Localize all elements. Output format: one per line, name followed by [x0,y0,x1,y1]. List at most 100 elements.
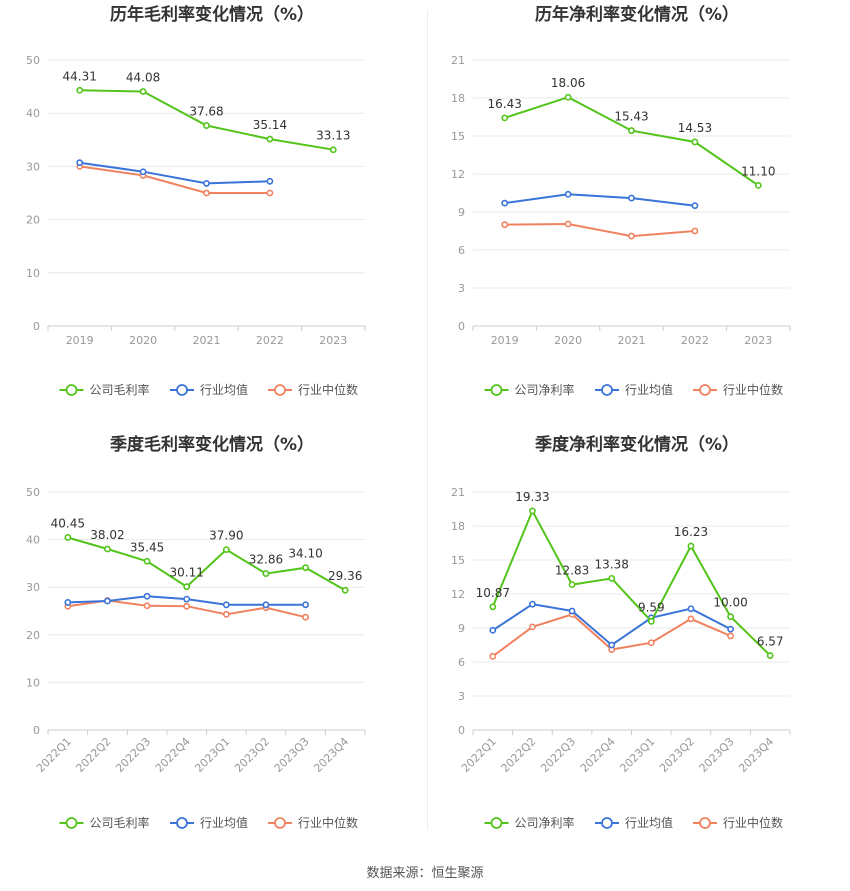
y-tick-label: 21 [451,486,465,499]
data-point-avg [203,180,210,187]
y-tick-label: 21 [451,54,465,67]
data-point-company [608,574,616,582]
legend-marker [699,817,711,829]
y-tick-label: 10 [26,676,40,689]
legend-label: 行业中位数 [723,382,783,397]
y-tick-label: 20 [26,214,40,227]
x-tick-label: 2022 [681,334,709,347]
legend-item-avg: 行业均值 [595,382,673,397]
data-point-avg [564,190,572,198]
data-label: 6.57 [757,635,784,649]
data-label: 16.23 [674,525,708,539]
y-tick-label: 15 [451,554,465,567]
chart-title: 历年净利率变化情况（%） [535,4,739,25]
data-point-avg [183,595,191,603]
y-tick-label: 10 [26,267,40,280]
x-tick-label: 2019 [491,334,519,347]
data-label: 9.59 [638,600,665,614]
series-line-company [67,536,346,592]
legend-item-company: 公司毛利率 [59,815,150,830]
y-tick-label: 6 [458,656,465,669]
y-tick-label: 12 [451,588,465,601]
data-point-company [564,93,572,101]
y-tick-label: 12 [451,168,465,181]
y-tick-label: 40 [26,107,40,120]
data-label: 30.11 [170,566,204,580]
data-label: 35.14 [253,118,287,132]
series-line-avg [79,161,270,185]
data-label: 18.06 [551,76,585,90]
data-label: 38.02 [90,528,124,542]
y-tick-label: 9 [458,206,465,219]
y-tick-label: 40 [26,534,40,547]
data-point-avg [727,625,734,633]
data-label: 12.83 [555,564,589,578]
data-point-company [222,546,230,553]
series-line-median [504,222,695,238]
data-point-company [139,88,147,95]
data-point-company [766,652,774,659]
x-tick-label: 2023 [319,334,347,347]
data-point-median [302,613,309,621]
y-tick-label: 18 [451,520,465,533]
data-point-company [183,583,191,591]
data-point-median [501,221,509,229]
legend-marker [274,817,286,829]
legend-marker [601,817,613,829]
data-label: 15.43 [614,110,648,124]
data-label: 34.10 [288,547,322,561]
legend-label: 公司毛利率 [90,382,150,397]
y-tick-label: 0 [33,724,40,737]
x-tick-label: 2022Q3 [113,735,153,775]
data-point-avg [139,168,147,176]
legend-item-median: 行业中位数 [268,382,358,397]
x-tick-label: 2021 [618,334,646,347]
series-line-company [491,508,771,657]
y-tick-label: 15 [451,130,465,143]
data-point-company [266,135,274,143]
data-point-median [687,615,695,623]
data-label: 11.10 [741,164,775,178]
legend-label: 公司毛利率 [90,815,150,830]
legend-label: 公司净利率 [515,815,575,830]
y-tick-label: 6 [458,244,465,257]
x-tick-label: 2020 [129,334,157,347]
legend-label: 行业中位数 [298,382,358,397]
annual-net-margin-chart: 历年净利率变化情况（%） 0 3 6 9 12 15 18 21 2019 2020 2021 2022… [425,0,850,410]
data-point-median [727,632,734,640]
quarterly-gross-margin-chart: 季度毛利率变化情况（%） 0 10 20 30 40 50 2022Q1 2022Q2 2022Q… [0,425,425,850]
x-tick-label: 2023Q2 [657,735,697,775]
legend-marker [65,817,78,829]
x-tick-label: 2023Q1 [617,735,657,775]
data-point-avg [104,597,111,605]
data-point-company [64,534,72,541]
y-tick-label: 18 [451,92,465,105]
series-line-company [79,89,334,151]
data-point-company [687,542,695,550]
data-point-company [628,127,635,134]
data-point-company [341,586,349,594]
x-tick-label: 2023 [744,334,772,347]
annual-gross-margin-svg: 历年毛利率变化情况（%） 0 10 20 30 40 50 2019 2020 2021 2022 2… [26,4,366,397]
legend-label: 行业均值 [200,382,248,397]
legend-item-median: 行业中位数 [268,815,358,830]
data-point-median [529,623,536,631]
data-point-median [203,189,210,197]
data-label: 33.13 [316,129,350,143]
legend-item-company: 公司净利率 [484,382,575,397]
legend-marker [176,817,188,829]
x-tick-label: 2022Q2 [73,735,113,775]
legend-marker [176,384,188,396]
y-tick-label: 3 [458,690,465,703]
legend-item-avg: 行业均值 [595,815,673,830]
data-point-company [302,564,309,572]
y-tick-label: 0 [458,724,465,737]
data-point-avg [489,626,497,634]
x-tick-label: 2022Q1 [459,735,499,775]
x-tick-label: 2023Q3 [697,735,737,775]
data-point-avg [501,199,509,207]
legend-marker [490,817,503,829]
data-point-company [501,114,509,122]
